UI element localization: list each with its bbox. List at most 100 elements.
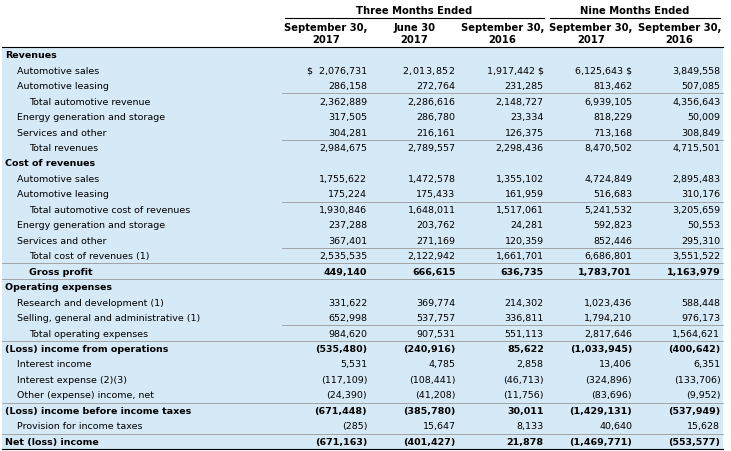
- Text: 6,939,105: 6,939,105: [584, 97, 632, 106]
- Text: Total automotive cost of revenues: Total automotive cost of revenues: [29, 205, 190, 214]
- Text: (537,949): (537,949): [668, 406, 720, 415]
- Text: 203,762: 203,762: [417, 221, 455, 230]
- Text: Total revenues: Total revenues: [29, 144, 98, 152]
- Text: (385,780): (385,780): [403, 406, 455, 415]
- Text: 1,564,621: 1,564,621: [673, 329, 720, 338]
- Text: Cost of revenues: Cost of revenues: [5, 159, 95, 168]
- Text: 6,686,801: 6,686,801: [584, 252, 632, 261]
- Text: 666,615: 666,615: [412, 267, 455, 276]
- Text: 367,401: 367,401: [328, 236, 367, 245]
- Text: (133,706): (133,706): [674, 375, 720, 384]
- Text: 21,878: 21,878: [507, 437, 544, 446]
- Text: 85,622: 85,622: [507, 344, 544, 353]
- Text: 537,757: 537,757: [417, 313, 455, 322]
- Text: 30,011: 30,011: [507, 406, 544, 415]
- Text: 551,113: 551,113: [504, 329, 544, 338]
- Text: 5,531: 5,531: [340, 359, 367, 368]
- Text: 636,735: 636,735: [501, 267, 544, 276]
- Text: 161,959: 161,959: [505, 190, 544, 199]
- Text: Three Months Ended: Three Months Ended: [356, 6, 472, 16]
- Text: 271,169: 271,169: [417, 236, 455, 245]
- Text: Automotive sales: Automotive sales: [17, 175, 99, 184]
- Text: 4,724,849: 4,724,849: [584, 175, 632, 184]
- Text: 1,755,622: 1,755,622: [319, 175, 367, 184]
- Text: 237,288: 237,288: [328, 221, 367, 230]
- Text: 331,622: 331,622: [328, 298, 367, 307]
- Text: 713,168: 713,168: [593, 128, 632, 137]
- Text: 317,505: 317,505: [328, 113, 367, 122]
- Text: 3,551,522: 3,551,522: [673, 252, 720, 261]
- Text: (108,441): (108,441): [409, 375, 455, 384]
- Text: (1,429,131): (1,429,131): [569, 406, 632, 415]
- Text: (Loss) income from operations: (Loss) income from operations: [5, 344, 168, 353]
- Text: (83,696): (83,696): [591, 391, 632, 400]
- Text: 1,783,701: 1,783,701: [578, 267, 632, 276]
- Text: 592,823: 592,823: [593, 221, 632, 230]
- Text: 2,286,616: 2,286,616: [407, 97, 455, 106]
- Text: Net (loss) income: Net (loss) income: [5, 437, 99, 446]
- Text: 8,133: 8,133: [517, 421, 544, 430]
- Text: Automotive leasing: Automotive leasing: [17, 190, 109, 199]
- Text: 24,281: 24,281: [511, 221, 544, 230]
- Text: $  2,076,731: $ 2,076,731: [307, 67, 367, 75]
- Text: 15,647: 15,647: [423, 421, 455, 430]
- Text: 13,406: 13,406: [599, 359, 632, 368]
- Text: 4,785: 4,785: [428, 359, 455, 368]
- Text: 588,448: 588,448: [681, 298, 720, 307]
- Text: 449,140: 449,140: [324, 267, 367, 276]
- Text: 304,281: 304,281: [328, 128, 367, 137]
- Text: 2,789,557: 2,789,557: [407, 144, 455, 152]
- Text: Interest expense (2)(3): Interest expense (2)(3): [17, 375, 127, 384]
- Text: 216,161: 216,161: [417, 128, 455, 137]
- Text: 516,683: 516,683: [593, 190, 632, 199]
- Text: September 30,
2017: September 30, 2017: [549, 23, 632, 45]
- Text: 295,310: 295,310: [681, 236, 720, 245]
- Text: (240,916): (240,916): [403, 344, 455, 353]
- Text: Gross profit: Gross profit: [29, 267, 92, 276]
- Text: Services and other: Services and other: [17, 128, 107, 137]
- Text: (553,577): (553,577): [668, 437, 720, 446]
- Text: (401,427): (401,427): [403, 437, 455, 446]
- Text: 308,849: 308,849: [681, 128, 720, 137]
- Text: Automotive leasing: Automotive leasing: [17, 82, 109, 91]
- Text: 3,849,558: 3,849,558: [673, 67, 720, 75]
- Text: Revenues: Revenues: [5, 51, 57, 60]
- Text: 2,858: 2,858: [517, 359, 544, 368]
- Text: 50,553: 50,553: [687, 221, 720, 230]
- Text: June 30
2017: June 30 2017: [393, 23, 435, 45]
- Text: (400,642): (400,642): [668, 344, 720, 353]
- Text: 214,302: 214,302: [504, 298, 544, 307]
- Text: Operating expenses: Operating expenses: [5, 282, 112, 291]
- Text: 2,148,727: 2,148,727: [496, 97, 544, 106]
- Text: 126,375: 126,375: [504, 128, 544, 137]
- Text: (24,390): (24,390): [327, 391, 367, 400]
- Text: (1,469,771): (1,469,771): [569, 437, 632, 446]
- Text: 8,470,502: 8,470,502: [584, 144, 632, 152]
- Text: 286,780: 286,780: [417, 113, 455, 122]
- Text: Total operating expenses: Total operating expenses: [29, 329, 148, 338]
- Text: 175,224: 175,224: [328, 190, 367, 199]
- Text: 2,535,535: 2,535,535: [319, 252, 367, 261]
- Text: 1,661,701: 1,661,701: [496, 252, 544, 261]
- Text: (Loss) income before income taxes: (Loss) income before income taxes: [5, 406, 192, 415]
- Text: 5,241,532: 5,241,532: [584, 205, 632, 214]
- Text: (9,952): (9,952): [686, 391, 720, 400]
- Text: 2,895,483: 2,895,483: [673, 175, 720, 184]
- Text: (41,208): (41,208): [415, 391, 455, 400]
- Text: 286,158: 286,158: [328, 82, 367, 91]
- Text: Services and other: Services and other: [17, 236, 107, 245]
- Text: $2,013,852 $: $2,013,852 $: [402, 65, 455, 77]
- Text: 976,173: 976,173: [681, 313, 720, 322]
- Text: Total cost of revenues (1): Total cost of revenues (1): [29, 252, 149, 261]
- Text: 336,811: 336,811: [504, 313, 544, 322]
- Text: 1,517,061: 1,517,061: [496, 205, 544, 214]
- Text: 2,122,942: 2,122,942: [407, 252, 455, 261]
- Bar: [2, 0, 724, 48]
- Text: Selling, general and administrative (1): Selling, general and administrative (1): [17, 313, 200, 322]
- Text: Energy generation and storage: Energy generation and storage: [17, 221, 165, 230]
- Text: 1,648,011: 1,648,011: [407, 205, 455, 214]
- Text: (285): (285): [341, 421, 367, 430]
- Text: September 30,
2016: September 30, 2016: [637, 23, 721, 45]
- Text: 369,774: 369,774: [417, 298, 455, 307]
- Text: (324,896): (324,896): [586, 375, 632, 384]
